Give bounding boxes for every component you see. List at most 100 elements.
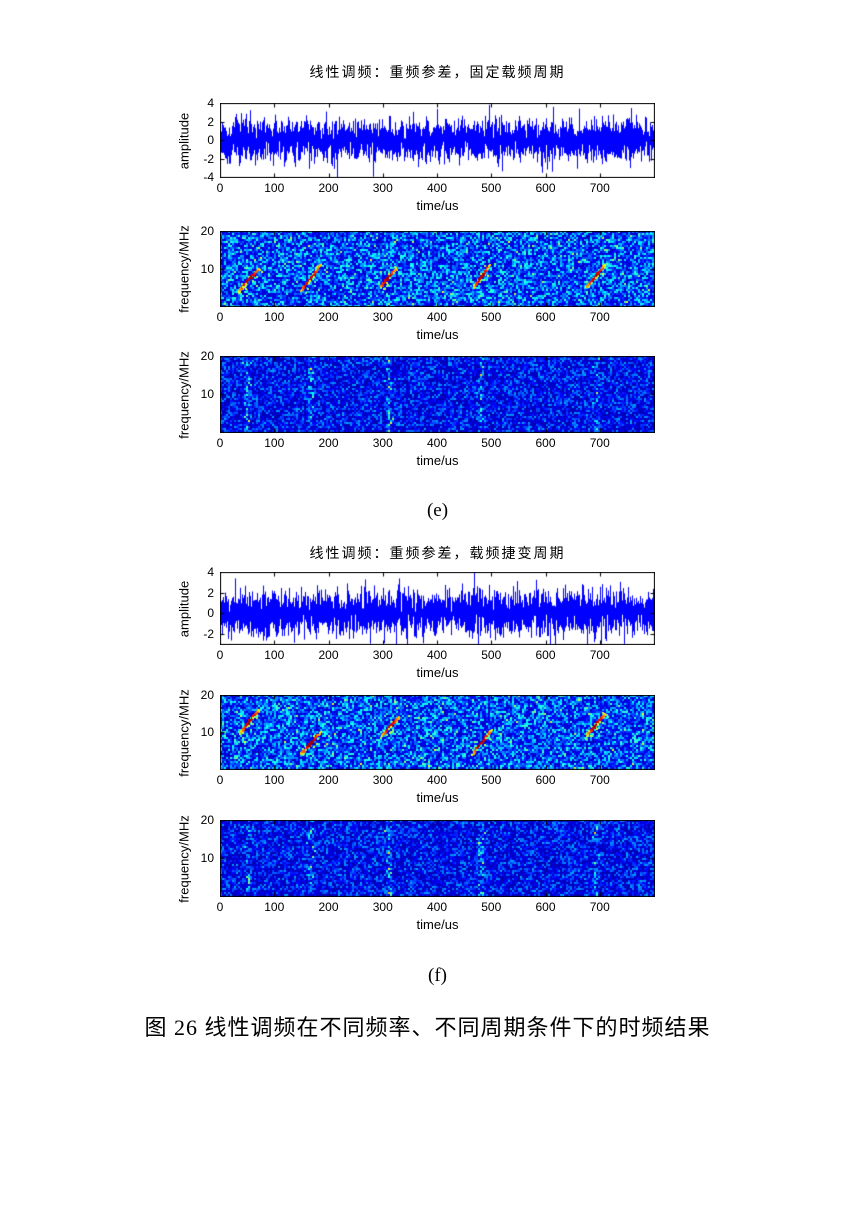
x-tick-labels: 0 100 200 300 400 500 600 700 xyxy=(217,436,655,451)
tick-label: 100 xyxy=(264,773,285,787)
y-tick-labels: 20 10 xyxy=(180,224,214,307)
f-waveform-canvas xyxy=(220,572,655,645)
tick-label: 20 xyxy=(200,688,214,702)
x-tick-labels: 0 100 200 300 400 500 600 700 xyxy=(217,310,655,325)
tick-label: 0 xyxy=(216,648,224,662)
tick-label: 700 xyxy=(589,900,610,914)
x-axis-label: time/us xyxy=(416,917,459,932)
e-waveform-canvas xyxy=(220,103,655,178)
tick-label: 300 xyxy=(372,648,393,662)
tick-label: 20 xyxy=(200,349,214,363)
y-axis-label: frequency/MHz xyxy=(176,350,192,439)
tick-label: 10 xyxy=(200,851,214,865)
tick-label: 200 xyxy=(318,773,339,787)
tick-label: 200 xyxy=(318,181,339,195)
x-axis-label: time/us xyxy=(416,790,459,805)
y-tick-labels: 20 10 xyxy=(180,688,214,770)
subfigure-label-f: (f) xyxy=(428,965,447,986)
f-stft-canvas xyxy=(220,695,655,770)
tick-label: 600 xyxy=(535,310,556,324)
e-stft-spectrogram: 20 10 0 100 200 300 400 500 600 700 frequency/MH… xyxy=(177,224,655,342)
y-axis-label: amplitude xyxy=(176,580,192,637)
tick-label: 20 xyxy=(200,813,214,827)
tick-label: 2 xyxy=(207,585,214,600)
tick-label: 400 xyxy=(426,181,448,195)
tick-label: 400 xyxy=(426,900,448,914)
subfigure-label-e: (e) xyxy=(426,500,449,521)
tick-label: 0 xyxy=(207,133,214,147)
tick-label: 300 xyxy=(372,436,393,450)
y-axis-label: frequency/MHz xyxy=(176,814,192,903)
tick-label: 10 xyxy=(200,261,214,276)
tick-label: 600 xyxy=(535,900,556,914)
tick-label: 300 xyxy=(372,773,393,787)
tick-label: 500 xyxy=(481,310,502,324)
tick-label: 100 xyxy=(264,436,285,450)
tick-label: 200 xyxy=(318,900,339,914)
tick-label: 0 xyxy=(216,773,224,787)
x-tick-labels: 0 100 200 300 400 500 600 700 xyxy=(217,181,655,196)
tick-label: 400 xyxy=(426,648,448,662)
e-pwvd-canvas xyxy=(220,356,655,433)
f-pwvd-canvas xyxy=(220,820,655,897)
tick-label: 4 xyxy=(207,565,214,579)
tick-label: 20 xyxy=(200,224,214,238)
y-tick-labels: 20 10 xyxy=(180,349,214,433)
y-axis-label: frequency/MHz xyxy=(176,225,192,313)
tick-label: 600 xyxy=(535,773,556,787)
tick-label: 500 xyxy=(481,436,502,450)
tick-label: 4 xyxy=(207,96,214,110)
y-tick-labels: 20 10 xyxy=(180,813,214,897)
x-axis-label: time/us xyxy=(416,665,459,680)
tick-label: 300 xyxy=(372,310,393,324)
tick-label: 400 xyxy=(426,436,448,450)
tick-label: 500 xyxy=(481,900,502,914)
tick-label: 10 xyxy=(200,725,214,739)
tick-label: 400 xyxy=(426,773,448,787)
tick-label: 500 xyxy=(481,648,502,662)
tick-label: 100 xyxy=(264,900,285,914)
x-tick-labels: 0 100 200 300 400 500 600 700 xyxy=(217,773,655,788)
tick-label: 200 xyxy=(318,310,339,324)
f-pwvd-spectrogram: 20 10 0 100 200 300 400 500 600 700 frequency/MH… xyxy=(177,813,655,932)
tick-label: 0 xyxy=(207,606,214,621)
tick-label: 700 xyxy=(589,310,610,324)
x-axis-label: time/us xyxy=(416,327,459,342)
tick-label: 700 xyxy=(589,181,610,195)
tick-label: -4 xyxy=(203,170,214,184)
tick-label: 600 xyxy=(535,648,556,662)
f-stft-spectrogram: 20 10 0 100 200 300 400 500 600 700 frequency/MH… xyxy=(177,688,655,805)
figure-caption: 图 26 线性调频在不同频率、不同周期条件下的时频结果 xyxy=(144,1015,711,1040)
e-pwvd-spectrogram: 20 10 0 100 200 300 400 500 600 700 frequency/MH… xyxy=(177,349,655,468)
tick-label: 200 xyxy=(318,436,339,450)
tick-label: 700 xyxy=(589,436,610,450)
f-waveform-plot: 4 2 0 -2 0 100 200 300 400 500 600 700 amplitude t… xyxy=(177,565,655,680)
tick-label: 10 xyxy=(200,387,214,401)
tick-label: -2 xyxy=(203,151,214,166)
e-stft-canvas xyxy=(220,231,655,307)
tick-label: 400 xyxy=(426,310,448,324)
tick-label: 300 xyxy=(372,181,393,195)
x-tick-labels: 0 100 200 300 400 500 600 700 xyxy=(217,648,655,663)
tick-label: 0 xyxy=(216,181,224,195)
x-tick-labels: 0 100 200 300 400 500 600 700 xyxy=(217,900,655,915)
tick-label: 300 xyxy=(372,900,393,914)
tick-label: 500 xyxy=(481,773,502,787)
y-tick-labels: 4 2 0 -2 -4 xyxy=(180,96,214,184)
tick-label: 600 xyxy=(535,181,556,195)
tick-label: 0 xyxy=(216,310,224,324)
tick-label: -2 xyxy=(203,626,214,641)
y-axis-label: amplitude xyxy=(176,112,192,169)
figure-e-title: 线性调频：重频参差，固定载频周期 xyxy=(309,64,566,80)
tick-label: 500 xyxy=(481,181,502,195)
tick-label: 200 xyxy=(318,648,339,662)
x-axis-label: time/us xyxy=(416,198,459,213)
e-waveform-plot: 4 2 0 -2 -4 0 100 200 300 400 500 600 700 amplitude… xyxy=(177,96,655,213)
y-tick-labels: 4 2 0 -2 xyxy=(180,565,214,645)
tick-label: 100 xyxy=(264,181,285,195)
tick-label: 700 xyxy=(589,648,610,662)
tick-label: 600 xyxy=(535,436,556,450)
tick-label: 100 xyxy=(264,648,285,662)
tick-label: 0 xyxy=(216,436,224,450)
